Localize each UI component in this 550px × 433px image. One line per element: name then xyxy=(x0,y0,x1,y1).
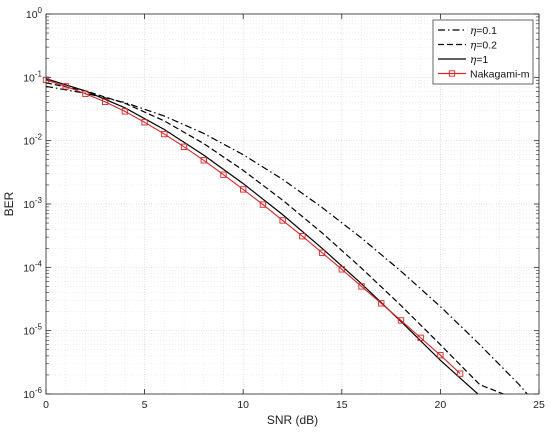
x-tick-labels: 0 5 10 15 20 25 xyxy=(43,399,545,411)
series-marker-3 xyxy=(121,108,129,115)
series-line-3 xyxy=(46,79,461,374)
legend-label-3: Nakagami-m xyxy=(470,68,530,80)
x-tick-label: 0 xyxy=(43,399,49,411)
y-tick-labels: 10-6 10-5 10-4 10-3 10-2 10-1 100 xyxy=(23,6,42,401)
series-marker-3 xyxy=(220,171,227,178)
series-marker-3 xyxy=(102,98,109,106)
series-marker-3 xyxy=(180,143,188,150)
legend-label-2: η=1 xyxy=(470,54,488,66)
legend-label-0: η=0.1 xyxy=(470,25,497,37)
series-marker-3 xyxy=(456,370,464,377)
series-marker-3 xyxy=(240,186,247,193)
x-tick-label: 15 xyxy=(336,399,348,411)
series-marker-3 xyxy=(200,157,207,164)
x-tick-label: 5 xyxy=(142,399,148,411)
series-marker-3 xyxy=(318,249,326,256)
series-marker-3 xyxy=(417,334,424,342)
x-tick-label: 10 xyxy=(237,399,249,411)
y-tick-label: 100 xyxy=(26,6,43,21)
series-marker-3 xyxy=(82,90,89,97)
series-marker-3 xyxy=(161,130,168,138)
series-marker-3 xyxy=(338,266,345,273)
series-marker-3 xyxy=(279,217,286,224)
legend: η=0.1 η=0.2 η=1 Nakagami-m xyxy=(432,19,534,85)
x-tick-label: 25 xyxy=(533,399,545,411)
series-marker-3 xyxy=(358,283,365,290)
y-tick-label: 10-1 xyxy=(23,69,42,84)
y-tick-label: 10-4 xyxy=(23,259,42,274)
series-line-1 xyxy=(46,82,504,394)
series-marker-3 xyxy=(62,83,69,90)
legend-marker-3 xyxy=(448,70,456,77)
x-axis-label: SNR (dB) xyxy=(267,413,318,427)
series-marker-3 xyxy=(259,201,267,208)
series-marker-3 xyxy=(378,300,385,307)
series-marker-3 xyxy=(397,317,405,324)
y-tick-label: 10-2 xyxy=(23,133,42,148)
y-tick-label: 10-6 xyxy=(23,386,42,401)
x-tick-label: 20 xyxy=(435,399,447,411)
series-marker-3 xyxy=(141,119,148,126)
axis-ticks xyxy=(45,13,540,395)
y-axis-label: BER xyxy=(2,191,16,216)
legend-label-1: η=0.2 xyxy=(470,39,497,51)
y-tick-label: 10-3 xyxy=(23,196,42,211)
series-line-2 xyxy=(46,78,479,394)
y-tick-label: 10-5 xyxy=(23,323,42,338)
series-marker-3 xyxy=(299,233,306,240)
series-line-0 xyxy=(46,85,528,394)
series-marker-3 xyxy=(437,352,444,359)
series-layer xyxy=(42,76,528,394)
